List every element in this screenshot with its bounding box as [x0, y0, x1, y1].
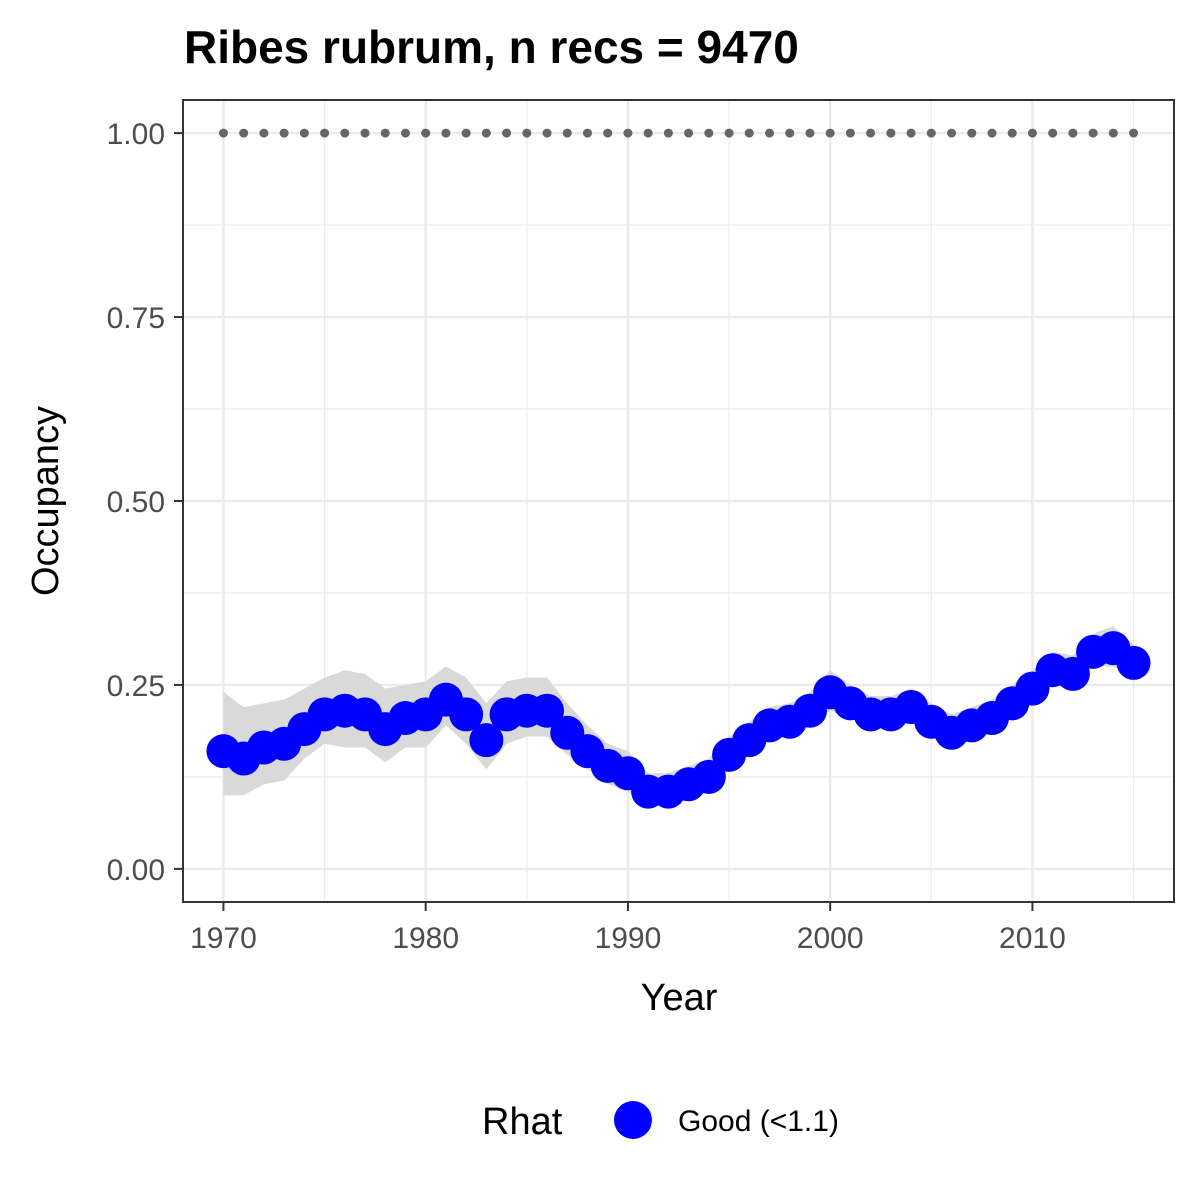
- reference-dot: [259, 128, 269, 138]
- occupancy-point: [449, 697, 484, 732]
- reference-dot: [582, 128, 592, 138]
- x-axis: 1970 1980 1990 2000 2010: [190, 902, 1066, 955]
- occupancy-point: [530, 693, 565, 728]
- occupancy-point: [1116, 645, 1151, 680]
- y-tick-label: 0.00: [107, 854, 165, 887]
- chart-title: Ribes rubrum, n recs = 9470: [184, 21, 799, 73]
- reference-dot: [340, 128, 350, 138]
- reference-dot: [1129, 128, 1139, 138]
- reference-dot: [542, 128, 552, 138]
- x-tick-label: 1980: [392, 922, 459, 955]
- reference-dot: [400, 128, 410, 138]
- reference-dot: [522, 128, 532, 138]
- reference-dot: [845, 128, 855, 138]
- occupancy-point: [469, 723, 504, 758]
- reference-dot: [421, 128, 431, 138]
- reference-dot: [360, 128, 370, 138]
- reference-dot: [785, 128, 795, 138]
- reference-dot: [926, 128, 936, 138]
- y-axis-title: Occupancy: [25, 406, 67, 596]
- reference-dot: [562, 128, 572, 138]
- reference-dot: [239, 128, 249, 138]
- reference-dot: [967, 128, 977, 138]
- reference-dot: [502, 128, 512, 138]
- reference-dot: [805, 128, 815, 138]
- reference-dot: [744, 128, 754, 138]
- reference-dot: [1108, 128, 1118, 138]
- reference-dot: [380, 128, 390, 138]
- y-tick-label: 0.50: [107, 486, 165, 519]
- plot-panel: [182, 99, 1175, 903]
- reference-dot: [906, 128, 916, 138]
- reference-dot: [663, 128, 673, 138]
- reference-dot: [320, 128, 330, 138]
- legend-key-good: [614, 1101, 652, 1139]
- reference-dots: [218, 128, 1139, 138]
- x-tick-label: 2000: [797, 922, 864, 955]
- reference-dot: [461, 128, 471, 138]
- reference-dot: [1027, 128, 1037, 138]
- x-axis-title: Year: [641, 977, 718, 1019]
- x-tick-label: 2010: [999, 922, 1066, 955]
- reference-dot: [623, 128, 633, 138]
- reference-dot: [1068, 128, 1078, 138]
- reference-dot: [1048, 128, 1058, 138]
- occupancy-points: [206, 631, 1151, 809]
- reference-dot: [825, 128, 835, 138]
- reference-dot: [947, 128, 957, 138]
- y-tick-label: 0.75: [107, 302, 165, 335]
- confidence-ribbon: [223, 626, 1134, 807]
- y-axis: 0.00 0.25 0.50 0.75 1.00: [107, 118, 183, 887]
- legend: Rhat Good (<1.1): [482, 1101, 839, 1143]
- reference-dot: [279, 128, 289, 138]
- reference-dot: [704, 128, 714, 138]
- reference-dot: [886, 128, 896, 138]
- reference-dot: [481, 128, 491, 138]
- legend-title: Rhat: [482, 1101, 563, 1143]
- occupancy-point: [691, 759, 726, 794]
- y-tick-label: 1.00: [107, 118, 165, 151]
- legend-label-good: Good (<1.1): [678, 1105, 839, 1138]
- x-tick-label: 1970: [190, 922, 257, 955]
- reference-dot: [643, 128, 653, 138]
- x-tick-label: 1990: [595, 922, 662, 955]
- occupancy-point: [1055, 656, 1090, 691]
- y-tick-label: 0.25: [107, 670, 165, 703]
- reference-dot: [765, 128, 775, 138]
- reference-dot: [218, 128, 228, 138]
- reference-dot: [724, 128, 734, 138]
- reference-dot: [1007, 128, 1017, 138]
- reference-dot: [684, 128, 694, 138]
- reference-dot: [603, 128, 613, 138]
- reference-dot: [1088, 128, 1098, 138]
- reference-dot: [866, 128, 876, 138]
- reference-dot: [441, 128, 451, 138]
- reference-dot: [987, 128, 997, 138]
- reference-dot: [299, 128, 309, 138]
